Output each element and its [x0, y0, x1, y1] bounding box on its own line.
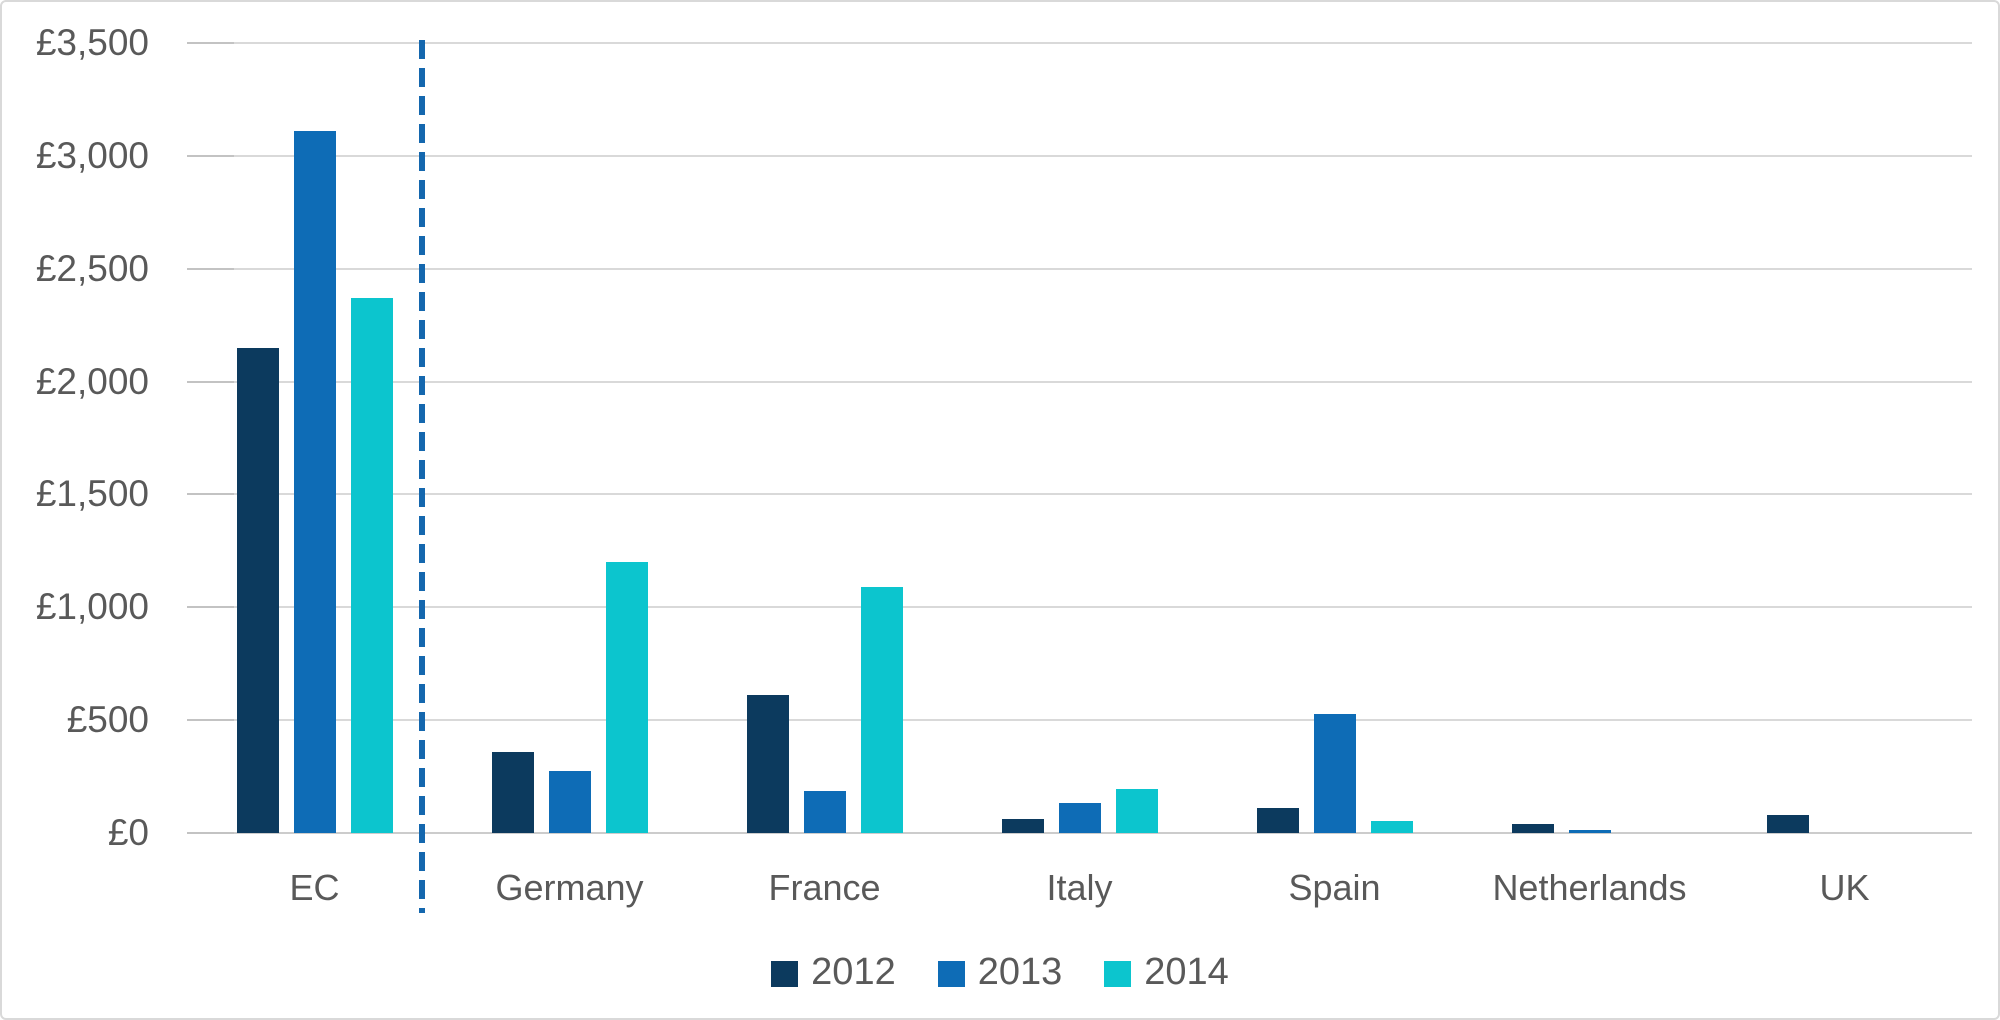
bar-2013-germany — [549, 771, 591, 833]
bar-2012-spain — [1257, 808, 1299, 833]
legend-label: 2012 — [811, 951, 896, 993]
bar-2012-uk — [1767, 815, 1809, 833]
axis-tick — [187, 493, 234, 495]
x-axis: EC Germany France Italy Spain Netherlands UK — [2, 858, 1998, 918]
bar-2012-france — [747, 695, 789, 833]
y-axis-tick-label: £2,000 — [35, 360, 149, 402]
y-axis-tick-label: £500 — [66, 699, 149, 741]
bar-2014-france — [861, 587, 903, 833]
bar-2012-germany — [492, 752, 534, 833]
legend-swatch-icon — [771, 961, 799, 987]
legend: 2012 2013 2014 — [2, 944, 1998, 1004]
axis-tick — [187, 832, 234, 834]
gridline — [187, 155, 1972, 157]
gridline — [187, 606, 1972, 608]
y-axis-tick-label: £1,000 — [35, 586, 149, 628]
bar-2012-netherlands — [1512, 824, 1554, 833]
bar-2013-spain — [1314, 714, 1356, 833]
y-axis-tick-label: £0 — [107, 812, 149, 853]
y-axis-tick-label: £1,500 — [35, 473, 149, 515]
x-axis-category-label-netherlands: Netherlands — [1492, 867, 1687, 908]
bar-2014-spain — [1371, 821, 1413, 833]
x-axis-category-label-ec: EC — [289, 867, 340, 908]
gridline — [187, 268, 1972, 270]
bar-2014-ec — [351, 298, 393, 833]
y-axis-tick-label: £3,000 — [35, 134, 149, 176]
axis-tick — [187, 268, 234, 270]
x-axis-category-label-germany: Germany — [495, 867, 644, 908]
gridline — [187, 42, 1972, 44]
legend-label: 2013 — [977, 951, 1063, 993]
bar-2014-italy — [1116, 789, 1158, 833]
gridline — [187, 719, 1972, 721]
y-axis: £0 £500 £1,000 £1,500 £2,000 £2,500 £3,000 £3,5… — [2, 2, 149, 1018]
bar-2012-ec — [237, 348, 279, 833]
legend-swatch-icon — [937, 961, 965, 987]
legend-item-2013: 2013 — [937, 951, 1063, 995]
gridline — [187, 493, 1972, 495]
legend-label: 2014 — [1144, 951, 1229, 993]
x-axis-category-label-spain: Spain — [1288, 867, 1381, 908]
gridline — [187, 381, 1972, 383]
x-axis-baseline — [187, 832, 1972, 834]
legend-item-2012: 2012 — [771, 953, 896, 995]
legend-swatch-icon — [1104, 961, 1132, 987]
bar-2013-france — [804, 791, 846, 833]
bar-2012-italy — [1002, 819, 1044, 833]
x-axis-category-label-italy: Italy — [1046, 867, 1113, 908]
y-axis-tick-label: £3,500 — [35, 22, 149, 63]
y-axis-tick-label: £2,500 — [35, 247, 149, 289]
ec-separator-dashed-line — [419, 40, 425, 913]
axis-tick — [187, 42, 234, 44]
axis-tick — [187, 155, 234, 157]
bar-2013-italy — [1059, 803, 1101, 833]
axis-tick — [187, 606, 234, 608]
axis-tick — [187, 381, 234, 383]
bar-2013-netherlands — [1569, 830, 1611, 833]
x-axis-category-label-france: France — [768, 867, 881, 908]
x-axis-category-label-uk: UK — [1819, 867, 1870, 908]
legend-item-2014: 2014 — [1104, 953, 1229, 995]
bar-2013-ec — [294, 131, 336, 833]
plot-area — [187, 40, 1972, 913]
bar-2014-germany — [606, 562, 648, 833]
axis-tick — [187, 719, 234, 721]
